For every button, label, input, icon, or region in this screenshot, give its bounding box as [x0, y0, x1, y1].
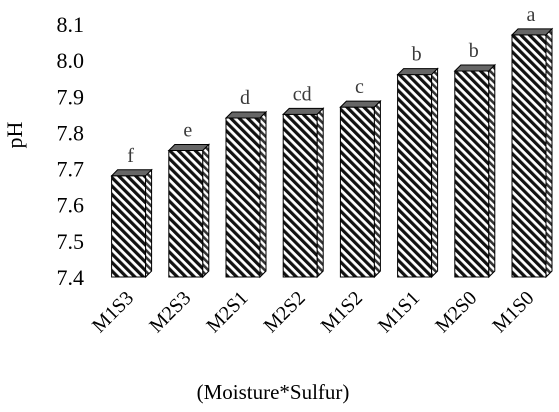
- y-tick-label: 8.1: [57, 12, 85, 37]
- bar-side: [545, 27, 553, 279]
- bar-front: [339, 106, 375, 278]
- significance-letter: cd: [293, 83, 312, 105]
- bar-top: [167, 144, 211, 151]
- bar-side: [373, 99, 381, 279]
- bar: [281, 107, 325, 279]
- y-tick-label: 7.7: [57, 157, 85, 182]
- bar-side: [316, 107, 324, 279]
- bar-top: [396, 68, 439, 76]
- significance-letter: b: [469, 40, 479, 62]
- bar-side: [259, 110, 267, 279]
- significance-letter: c: [355, 76, 364, 98]
- x-tick-label: M2S1: [202, 287, 252, 337]
- bar-front: [511, 34, 547, 278]
- bar-side: [145, 168, 153, 279]
- y-axis-title: pH: [2, 121, 27, 148]
- y-tick-label: 8.0: [57, 48, 85, 73]
- y-tick-label: 7.9: [57, 84, 85, 109]
- y-axis: 7.4 7.5 7.6 7.7 7.8 7.9 8.0 8.1: [57, 12, 85, 290]
- x-tick-label: M2S3: [145, 287, 195, 337]
- bar-top: [510, 28, 554, 36]
- bar-front: [225, 117, 261, 278]
- bar: [110, 168, 153, 279]
- bar-top: [224, 111, 268, 119]
- bar-side: [431, 67, 439, 279]
- bar: [453, 63, 497, 279]
- x-tick-label: M1S2: [317, 287, 367, 337]
- x-tick-label: M2S2: [260, 287, 310, 337]
- bar-side: [488, 63, 496, 279]
- significance-letter: f: [127, 145, 134, 167]
- bar-top: [281, 107, 325, 115]
- significance-labels: f e d cd c b b a: [127, 4, 535, 167]
- y-tick-label: 7.5: [57, 229, 85, 254]
- x-axis-title: (Moisture*Sulfur): [197, 380, 350, 404]
- significance-letter: e: [183, 120, 192, 142]
- significance-letter: d: [240, 87, 250, 109]
- x-tick-label: M1S0: [488, 287, 538, 337]
- bars: [110, 27, 554, 279]
- significance-letter: a: [527, 4, 536, 26]
- significance-letter: b: [412, 44, 422, 66]
- bar-top: [110, 169, 153, 177]
- y-tick-label: 7.6: [57, 193, 85, 218]
- x-tick-label: M1S3: [88, 287, 138, 337]
- bar: [339, 99, 382, 279]
- bar-side: [202, 143, 210, 279]
- bar-front: [111, 175, 147, 278]
- x-tick-label: M2S0: [431, 287, 481, 337]
- bar-front: [168, 150, 204, 278]
- bar: [510, 27, 554, 279]
- bar: [224, 110, 268, 279]
- bar: [167, 143, 211, 279]
- bar: [396, 67, 439, 279]
- bar-front: [282, 113, 318, 278]
- bar-front: [454, 70, 490, 278]
- bar-top: [339, 100, 382, 108]
- y-tick-label: 7.4: [57, 265, 85, 290]
- bar-top: [453, 64, 497, 72]
- bar-front: [397, 74, 433, 278]
- x-tick-label: M1S1: [374, 287, 424, 337]
- y-tick-label: 7.8: [57, 120, 85, 145]
- x-axis: M1S3 M2S3 M2S1 M2S2 M1S2 M1S1 M2S0 M1S0: [88, 287, 539, 337]
